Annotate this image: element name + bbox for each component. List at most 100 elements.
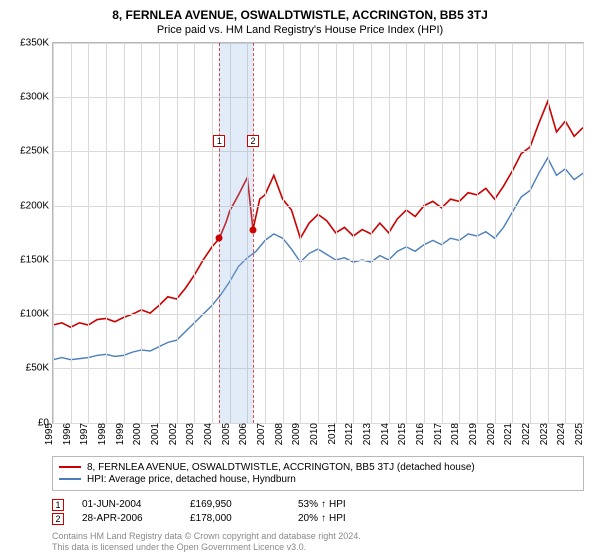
x-axis-label: 2001: [148, 423, 161, 445]
legend-label: HPI: Average price, detached house, Hynd…: [87, 474, 296, 485]
x-axis-label: 2023: [537, 423, 550, 445]
x-axis-label: 2017: [431, 423, 444, 445]
legend-label: 8, FERNLEA AVENUE, OSWALDTWISTLE, ACCRIN…: [87, 462, 475, 473]
reference-marker: 1: [213, 135, 225, 147]
x-axis-label: 2000: [130, 423, 143, 445]
y-axis-label: £200K: [20, 200, 53, 211]
y-axis-label: £50K: [26, 363, 53, 374]
chart-container: 8, FERNLEA AVENUE, OSWALDTWISTLE, ACCRIN…: [0, 0, 600, 560]
transaction-row: 101-JUN-2004£169,95053%↑HPI: [52, 499, 584, 511]
x-axis-label: 1999: [113, 423, 126, 445]
legend: 8, FERNLEA AVENUE, OSWALDTWISTLE, ACCRIN…: [52, 456, 584, 491]
gridline-v: [88, 43, 89, 423]
gridline-v: [548, 43, 549, 423]
transaction-marker: 1: [52, 499, 64, 511]
gridline-v: [424, 43, 425, 423]
x-axis-label: 2020: [484, 423, 497, 445]
x-axis-label: 2008: [272, 423, 285, 445]
sale-dot: [249, 226, 256, 233]
x-axis-label: 2002: [166, 423, 179, 445]
x-axis-label: 2005: [219, 423, 232, 445]
x-axis-label: 1997: [77, 423, 90, 445]
transaction-date: 01-JUN-2004: [82, 499, 172, 510]
gridline-v: [583, 43, 584, 423]
legend-swatch: [59, 478, 81, 480]
y-axis-label: £250K: [20, 146, 53, 157]
legend-row: 8, FERNLEA AVENUE, OSWALDTWISTLE, ACCRIN…: [59, 462, 577, 473]
gridline-v: [353, 43, 354, 423]
y-axis-label: £350K: [20, 38, 53, 49]
footer-line2: This data is licensed under the Open Gov…: [52, 542, 590, 554]
x-axis-label: 2004: [201, 423, 214, 445]
legend-swatch: [59, 466, 81, 468]
transaction-price: £178,000: [190, 513, 280, 524]
gridline-v: [459, 43, 460, 423]
gridline-v: [389, 43, 390, 423]
arrow-up-icon: ↑: [321, 499, 326, 510]
sale-dot: [216, 235, 223, 242]
x-axis-label: 2021: [501, 423, 514, 445]
gridline-v: [53, 43, 54, 423]
x-axis-label: 1995: [42, 423, 55, 445]
x-axis-label: 2015: [395, 423, 408, 445]
gridline-v: [495, 43, 496, 423]
gridline-v: [300, 43, 301, 423]
transaction-vs: HPI: [329, 499, 346, 510]
gridline-v: [265, 43, 266, 423]
transaction-pct: 20%: [298, 513, 318, 524]
x-axis-label: 2007: [254, 423, 267, 445]
x-axis-label: 2013: [360, 423, 373, 445]
y-axis-label: £300K: [20, 92, 53, 103]
transaction-hpi: 20%↑HPI: [298, 513, 388, 524]
transaction-hpi: 53%↑HPI: [298, 499, 388, 510]
transaction-pct: 53%: [298, 499, 318, 510]
reference-marker: 2: [247, 135, 259, 147]
gridline-v: [159, 43, 160, 423]
y-axis-label: £150K: [20, 254, 53, 265]
gridline-v: [336, 43, 337, 423]
gridline-v: [194, 43, 195, 423]
gridline-v: [124, 43, 125, 423]
legend-row: HPI: Average price, detached house, Hynd…: [59, 474, 577, 485]
gridline-v: [283, 43, 284, 423]
gridline-v: [71, 43, 72, 423]
gridline-v: [318, 43, 319, 423]
transaction-vs: HPI: [329, 513, 346, 524]
y-axis-label: £100K: [20, 309, 53, 320]
gridline-v: [106, 43, 107, 423]
transactions-table: 101-JUN-2004£169,95053%↑HPI228-APR-2006£…: [52, 497, 584, 527]
x-axis-label: 2010: [307, 423, 320, 445]
gridline-v: [477, 43, 478, 423]
x-axis-label: 2011: [325, 423, 338, 445]
x-axis-label: 2009: [289, 423, 302, 445]
gridline-v: [177, 43, 178, 423]
gridline-v: [512, 43, 513, 423]
transaction-row: 228-APR-2006£178,00020%↑HPI: [52, 513, 584, 525]
x-axis-label: 2014: [378, 423, 391, 445]
gridline-v: [442, 43, 443, 423]
titles: 8, FERNLEA AVENUE, OSWALDTWISTLE, ACCRIN…: [10, 8, 590, 36]
x-axis-label: 1996: [60, 423, 73, 445]
reference-line: [219, 43, 220, 423]
x-axis-label: 2006: [236, 423, 249, 445]
x-axis-label: 2016: [413, 423, 426, 445]
gridline-v: [406, 43, 407, 423]
arrow-up-icon: ↑: [321, 513, 326, 524]
footer: Contains HM Land Registry data © Crown c…: [52, 531, 590, 554]
x-axis-label: 2019: [466, 423, 479, 445]
footer-line1: Contains HM Land Registry data © Crown c…: [52, 531, 590, 543]
gridline-v: [565, 43, 566, 423]
x-axis-label: 2012: [342, 423, 355, 445]
gridline-v: [212, 43, 213, 423]
x-axis-label: 2003: [183, 423, 196, 445]
chart-subtitle: Price paid vs. HM Land Registry's House …: [10, 24, 590, 36]
plot-region: £0£50K£100K£150K£200K£250K£300K£350K1995…: [52, 42, 584, 424]
chart-title: 8, FERNLEA AVENUE, OSWALDTWISTLE, ACCRIN…: [10, 8, 590, 22]
x-axis-label: 2018: [448, 423, 461, 445]
x-axis-label: 2022: [519, 423, 532, 445]
gridline-v: [530, 43, 531, 423]
x-axis-label: 2024: [554, 423, 567, 445]
gridline-v: [371, 43, 372, 423]
transaction-marker: 2: [52, 513, 64, 525]
shaded-region: [219, 43, 253, 423]
